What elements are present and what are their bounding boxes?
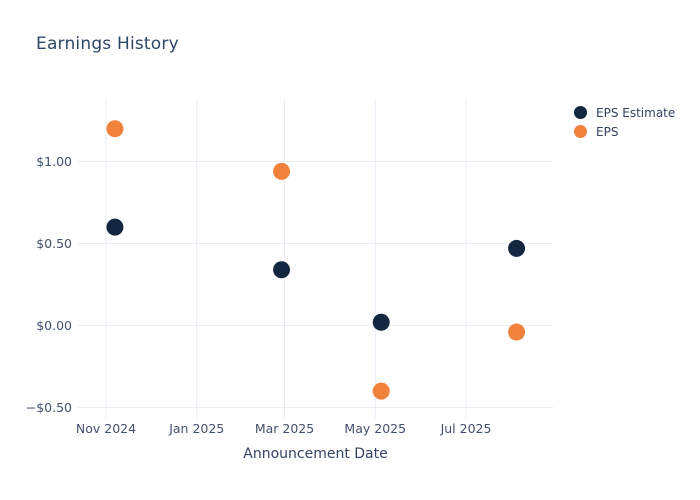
chart-title: Earnings History [36, 34, 179, 54]
data-point-eps[interactable] [273, 162, 291, 180]
legend-item-eps-estimate[interactable]: EPS Estimate [574, 103, 675, 122]
legend-item-eps[interactable]: EPS [574, 122, 675, 141]
y-tick-label: $0.50 [36, 236, 72, 251]
data-point-eps-estimate[interactable] [372, 313, 390, 331]
x-tick-label: Jan 2025 [168, 421, 224, 436]
y-tick-label: $0.00 [36, 318, 72, 333]
x-tick-label: Mar 2025 [255, 421, 314, 436]
x-axis-title: Announcement Date [243, 446, 388, 462]
legend-label-eps: EPS [596, 124, 619, 139]
data-point-eps-estimate[interactable] [508, 239, 526, 257]
data-point-eps[interactable] [508, 323, 526, 341]
y-tick-label: $1.00 [36, 154, 72, 169]
eps-estimate-marker-icon [574, 106, 587, 119]
y-tick-label: −$0.50 [26, 400, 72, 415]
x-tick-label: Nov 2024 [76, 421, 136, 436]
eps-marker-icon [574, 125, 587, 138]
data-point-eps[interactable] [372, 382, 390, 400]
legend-label-eps-estimate: EPS Estimate [596, 105, 676, 120]
data-point-eps-estimate[interactable] [273, 261, 291, 279]
legend: EPS Estimate EPS [574, 103, 675, 141]
data-point-eps[interactable] [106, 120, 124, 138]
data-point-eps-estimate[interactable] [106, 218, 124, 236]
x-tick-label: Jul 2025 [440, 421, 492, 436]
x-tick-label: May 2025 [344, 421, 406, 436]
